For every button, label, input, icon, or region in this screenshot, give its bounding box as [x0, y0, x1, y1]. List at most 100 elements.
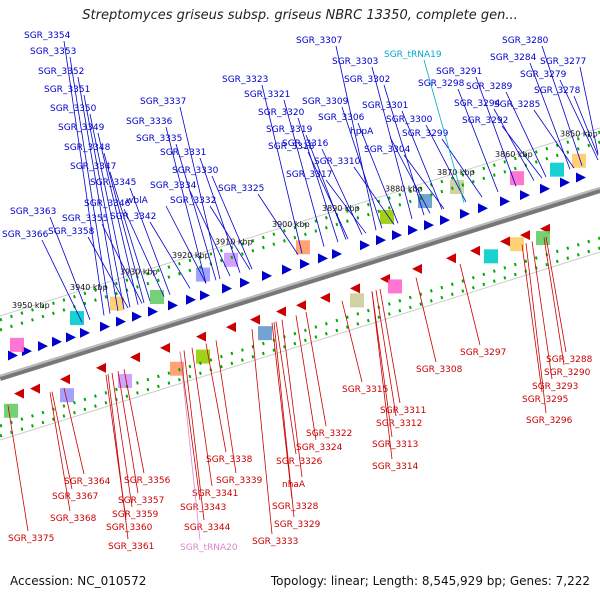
reverse-gene-label: SGR_3333 — [252, 537, 298, 547]
forward-gene-label: SGR_3358 — [48, 227, 95, 237]
forward-leader-line — [559, 79, 599, 161]
forward-gene-arrow — [116, 316, 126, 327]
gene-domain-box — [350, 293, 364, 308]
reverse-gene-arrow — [446, 253, 456, 264]
reverse-gene-label: SGR_3311 — [380, 406, 426, 416]
reverse-leader-line — [215, 340, 237, 474]
forward-leader-line — [77, 76, 119, 312]
forward-gene-arrow — [408, 225, 418, 236]
reverse-labels: SGR_3375 SGR_3367 SGR_3364 SGR_3368 SGR_3359… — [7, 236, 593, 553]
forward-leader-line — [389, 136, 431, 214]
reverse-leader-line — [521, 244, 543, 393]
reverse-gene-arrow — [380, 273, 390, 284]
reverse-gene-label: SGR_3308 — [416, 365, 463, 375]
reverse-gene-label: SGR_tRNA20 — [180, 543, 238, 553]
forward-gene-label: SGR_3323 — [222, 75, 268, 85]
reverse-leader-line — [545, 236, 567, 353]
forward-gene-label: SGR_3352 — [38, 67, 84, 77]
forward-gene-label: SGR_3321 — [244, 90, 290, 100]
reverse-leader-line — [371, 291, 393, 460]
forward-gene-label: SGR_3307 — [296, 36, 342, 46]
forward-gene-label: SGR_3306 — [318, 113, 365, 123]
reverse-gene-label: SGR_3339 — [216, 476, 263, 486]
forward-leader-line — [87, 236, 129, 309]
reverse-gene-label: SGR_3290 — [544, 368, 591, 378]
forward-gene-arrow — [576, 172, 586, 183]
forward-gene-label: SGR_3303 — [332, 57, 378, 67]
forward-leader-line — [307, 151, 349, 240]
forward-gene-label: SGR_3317 — [286, 170, 332, 180]
reverse-gene-label: SGR_3341 — [192, 489, 238, 499]
reverse-gene-label: SGR_3288 — [546, 355, 593, 365]
forward-gene-label: SGR_3299 — [402, 129, 449, 139]
forward-gene-label: SGR_3350 — [50, 104, 97, 114]
forward-leader-line — [321, 148, 363, 235]
backbone-line — [0, 187, 600, 381]
forward-gene-label: SGR_3309 — [302, 97, 349, 107]
forward-leader-line — [401, 110, 443, 210]
reverse-leader-line — [531, 241, 553, 380]
forward-gene-arrow — [148, 306, 158, 317]
forward-gene-label: SGR_3279 — [520, 70, 567, 80]
reverse-gene-label: SGR_3326 — [276, 457, 323, 467]
summary-text: Topology: linear; Length: 8,545,929 bp; … — [270, 574, 590, 588]
guide-rail — [0, 127, 600, 317]
gene-domain-box — [150, 290, 164, 304]
forward-gene-arrow — [360, 240, 370, 251]
reverse-gene-label: SGR_3364 — [64, 477, 111, 487]
reverse-leader-line — [51, 391, 73, 490]
forward-gene-label: SGR_3354 — [24, 31, 71, 41]
forward-gene-label: SGR_3285 — [494, 100, 540, 110]
forward-gene-arrow — [392, 230, 402, 241]
forward-leader-line — [261, 84, 303, 254]
forward-gene-label: SGR_3325 — [218, 184, 264, 194]
reverse-leader-line — [371, 291, 393, 438]
reverse-gene-label: SGR_3344 — [184, 523, 231, 533]
forward-gene-label: SGR_3300 — [386, 115, 433, 125]
gene-domain-box — [388, 279, 402, 294]
reverse-gene-arrow — [470, 245, 480, 256]
reverse-gene-arrow — [320, 292, 330, 303]
reverse-leader-line — [183, 350, 205, 521]
forward-leader-line — [371, 66, 413, 220]
forward-gene-label: SGR_3347 — [70, 162, 116, 172]
forward-gene-label: SGR_3304 — [364, 145, 411, 155]
reverse-gene-arrow — [130, 352, 140, 363]
reverse-leader-line — [525, 243, 547, 414]
forward-gene-label: SGR_3298 — [418, 79, 465, 89]
forward-gene-arrow — [52, 336, 62, 347]
forward-gene-arrow — [8, 350, 18, 361]
forward-gene-label: SGR_3337 — [140, 97, 186, 107]
map-title: Streptomyces griseus subsp. griseus NBRC… — [82, 8, 518, 23]
reverse-leader-line — [543, 237, 565, 366]
reverse-gene-arrow — [14, 388, 24, 399]
forward-leader-line — [211, 175, 253, 270]
forward-gene-arrow — [376, 235, 386, 246]
forward-leader-line — [109, 171, 151, 302]
reverse-leader-line — [123, 369, 145, 474]
forward-leader-line — [357, 122, 399, 224]
forward-gene-arrow — [222, 283, 232, 294]
forward-leader-line — [341, 106, 383, 229]
forward-gene-label: SGR_3302 — [344, 75, 390, 85]
forward-leader-line — [179, 106, 221, 280]
forward-leader-line — [69, 56, 111, 314]
reverse-gene-arrow — [412, 263, 422, 274]
forward-gene-label: SGR_3294 — [454, 99, 501, 109]
kbp-tick-label: 3910 kbp — [215, 238, 253, 247]
forward-gene-label: SGR_3355 — [62, 214, 108, 224]
forward-gene-arrow — [332, 248, 342, 259]
reverse-leader-line — [205, 343, 227, 453]
forward-gene-label: SGR_3320 — [258, 108, 305, 118]
gene-domain-box — [510, 237, 524, 252]
forward-leader-line — [101, 223, 143, 304]
reverse-gene-label: SGR_3314 — [372, 462, 419, 472]
gene-domain-box — [196, 267, 210, 282]
forward-leader-line — [335, 45, 377, 231]
reverse-gene-label: SGR_3367 — [52, 492, 98, 502]
reverse-leader-line — [251, 329, 273, 535]
kbp-tick-label: 3860 kbp — [495, 150, 533, 159]
forward-gene-label: SGR_3353 — [30, 47, 76, 57]
forward-leader-line — [165, 205, 207, 284]
